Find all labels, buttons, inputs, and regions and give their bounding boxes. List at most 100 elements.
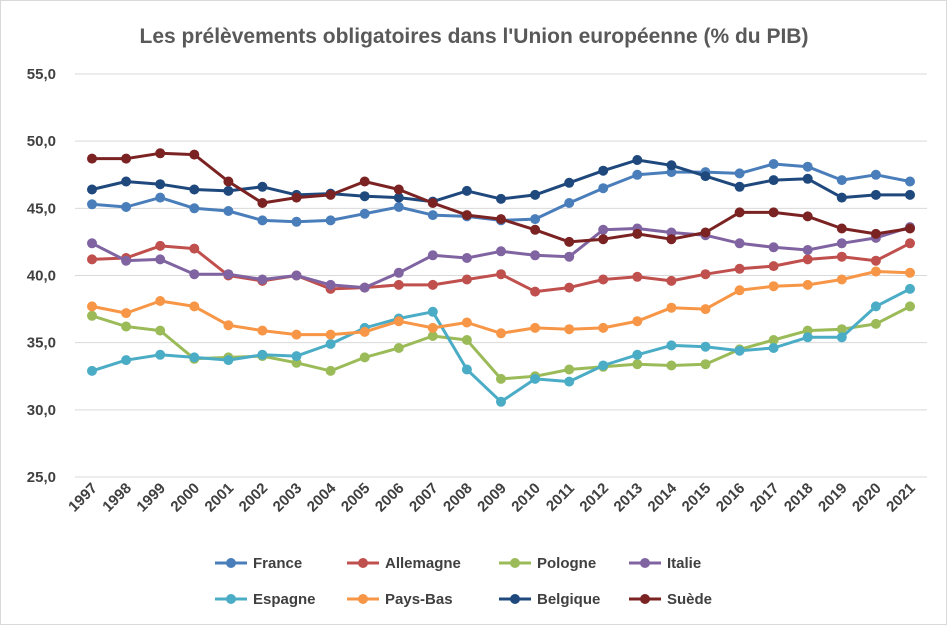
data-point: [427, 210, 438, 221]
data-point: [598, 183, 609, 194]
data-point: [189, 301, 200, 312]
data-point: [155, 325, 166, 336]
data-point: [598, 165, 609, 176]
data-point: [564, 376, 575, 387]
data-point: [223, 320, 234, 331]
data-point: [768, 159, 779, 169]
data-point: [325, 189, 336, 200]
legend-swatch-marker: [226, 594, 236, 604]
data-point: [905, 301, 915, 312]
y-tick-label: 40,0: [27, 268, 56, 285]
data-point: [223, 206, 234, 216]
data-point: [496, 193, 506, 204]
legend-swatch-marker: [640, 594, 650, 604]
data-point: [530, 373, 541, 384]
data-point: [461, 274, 472, 285]
data-point: [359, 176, 370, 187]
data-point: [734, 285, 745, 296]
series-france: [87, 159, 915, 227]
data-point: [666, 302, 677, 313]
data-point: [768, 242, 779, 253]
data-point: [427, 250, 438, 261]
data-point: [496, 214, 506, 225]
data-point: [632, 155, 643, 165]
data-point: [632, 349, 643, 360]
data-point: [87, 301, 97, 312]
data-point: [905, 283, 915, 294]
data-point: [870, 301, 881, 312]
legend-label: France: [253, 555, 302, 572]
data-point: [836, 324, 847, 335]
data-point: [121, 176, 132, 187]
x-tick-label: 2007: [406, 480, 442, 516]
data-point: [836, 175, 847, 186]
data-point: [870, 266, 881, 277]
data-point: [461, 335, 472, 345]
data-point: [461, 210, 472, 221]
x-axis-ticks: 1997199819992000200120022003200420052006…: [65, 479, 919, 515]
data-point: [359, 352, 370, 363]
data-point: [666, 340, 677, 351]
data-point: [632, 271, 643, 282]
legend-label: Espagne: [253, 591, 316, 608]
data-point: [393, 192, 404, 203]
data-point: [802, 173, 813, 184]
x-tick-label: 2018: [781, 480, 817, 516]
series-espagne: [87, 283, 915, 407]
data-point: [121, 153, 132, 164]
data-point: [530, 322, 541, 333]
data-point: [189, 269, 200, 280]
x-tick-label: 2016: [713, 480, 749, 516]
series-line: [91, 270, 911, 337]
x-tick-label: 2012: [576, 480, 612, 516]
data-point: [461, 317, 472, 328]
y-tick-label: 30,0: [27, 402, 56, 419]
legend-swatch-marker: [640, 558, 650, 568]
y-tick-label: 45,0: [27, 200, 56, 217]
data-point: [87, 199, 97, 210]
data-point: [836, 251, 847, 262]
data-point: [598, 360, 609, 371]
data-point: [632, 228, 643, 239]
series-pays-bas: [87, 266, 915, 340]
data-point: [291, 270, 302, 281]
data-point: [461, 253, 472, 263]
data-point: [530, 286, 541, 297]
data-point: [836, 192, 847, 203]
data-point: [291, 351, 302, 362]
data-point: [870, 255, 881, 266]
data-point: [768, 207, 779, 218]
data-point: [564, 324, 575, 335]
x-tick-label: 2008: [440, 480, 476, 516]
data-point: [768, 261, 779, 272]
data-point: [359, 208, 370, 219]
data-point: [155, 349, 166, 360]
x-tick-label: 2020: [849, 480, 885, 516]
data-point: [598, 224, 609, 235]
x-tick-label: 2000: [167, 480, 203, 516]
data-point: [734, 207, 745, 218]
data-point: [666, 234, 677, 245]
data-point: [121, 355, 132, 366]
data-point: [496, 328, 506, 339]
data-point: [325, 279, 336, 290]
data-point: [768, 281, 779, 292]
x-tick-label: 2004: [304, 479, 340, 515]
data-point: [496, 246, 506, 257]
data-point: [427, 331, 438, 341]
data-point: [734, 263, 745, 274]
data-point: [734, 168, 745, 179]
data-point: [393, 202, 404, 212]
data-point: [427, 198, 438, 208]
data-point: [393, 316, 404, 327]
data-point: [291, 329, 302, 340]
data-point: [564, 236, 575, 247]
y-tick-label: 55,0: [27, 66, 56, 83]
data-point: [632, 316, 643, 327]
data-point: [87, 310, 97, 321]
data-point: [802, 161, 813, 172]
x-tick-label: 2013: [611, 480, 647, 516]
legend: France Allemagne Pologne Italie Espagne Pays-…: [215, 555, 712, 608]
legend-label: Suède: [667, 591, 712, 608]
x-tick-label: 2003: [270, 480, 306, 516]
